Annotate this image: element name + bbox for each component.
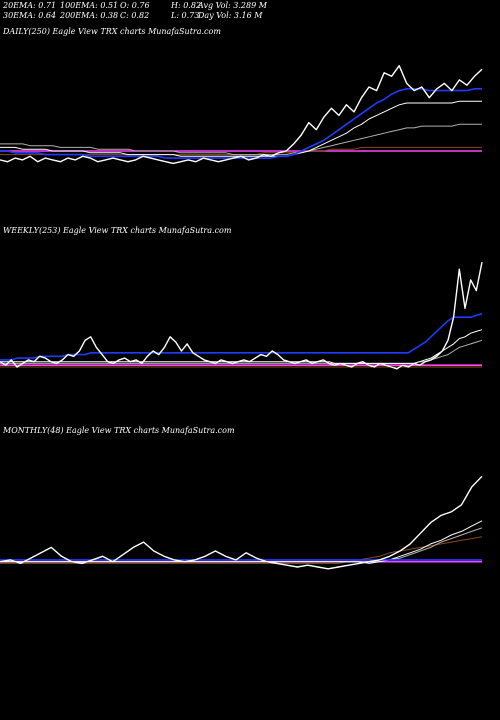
low-value: L: 0.73 bbox=[171, 11, 200, 20]
weekly-chart-label: WEEKLY(253) Eagle View TRX charts Munafa… bbox=[3, 226, 232, 235]
price-line bbox=[0, 261, 483, 370]
ema-mid-line bbox=[0, 329, 483, 364]
ema-long-line bbox=[0, 123, 482, 156]
daily-chart bbox=[0, 64, 483, 165]
ema-mid-line bbox=[0, 520, 483, 564]
ema-short-line bbox=[0, 312, 483, 361]
weekly-chart bbox=[0, 261, 483, 370]
indicator-row-2: 30EMA: 0.64 200EMA: 0.38 C: 0.82 L: 0.73… bbox=[3, 11, 483, 21]
ema20-value: 20EMA: 0.71 bbox=[3, 1, 57, 10]
price-line bbox=[0, 64, 483, 165]
ema30-value: 30EMA: 0.64 bbox=[3, 11, 57, 20]
open-value: O: 0.76 bbox=[120, 1, 150, 10]
indicator-summary: 20EMA: 0.71 100EMA: 0.51 O: 0.76 H: 0.82… bbox=[3, 1, 483, 21]
ema100-value: 100EMA: 0.51 bbox=[60, 1, 119, 10]
price-line bbox=[0, 475, 483, 570]
high-value: H: 0.82 bbox=[171, 1, 202, 10]
indicator-row-1: 20EMA: 0.71 100EMA: 0.51 O: 0.76 H: 0.82… bbox=[3, 1, 483, 11]
day-volume-value: Day Vol: 3.16 M bbox=[198, 11, 263, 20]
close-value: C: 0.82 bbox=[120, 11, 150, 20]
ema-short-line bbox=[0, 87, 482, 159]
ema-mid-line bbox=[0, 100, 482, 157]
ema200-value: 200EMA: 0.38 bbox=[60, 11, 119, 20]
monthly-chart-label: MONTHLY(48) Eagle View TRX charts Munafa… bbox=[3, 426, 235, 435]
avg-volume-value: Avg Vol: 3.289 M bbox=[198, 1, 267, 10]
monthly-chart bbox=[0, 475, 483, 570]
daily-chart-label: DAILY(250) Eagle View TRX charts MunafaS… bbox=[3, 27, 221, 36]
